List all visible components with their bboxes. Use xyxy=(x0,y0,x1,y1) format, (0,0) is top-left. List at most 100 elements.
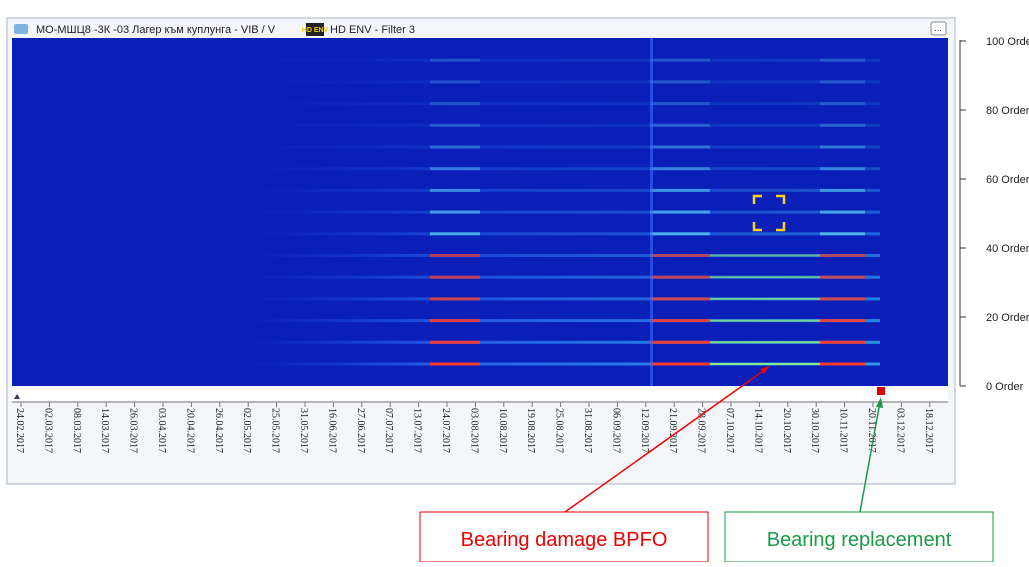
harmonic-hot xyxy=(820,232,865,235)
harmonic xyxy=(250,211,880,214)
harmonic-hot xyxy=(820,80,865,83)
date-label: 10.08.2017 xyxy=(497,408,508,453)
date-label: 02.05.2017 xyxy=(241,408,252,453)
date-label: 02.03.2017 xyxy=(42,408,53,453)
harmonic-hot xyxy=(650,319,710,322)
harmonic-hot xyxy=(650,80,710,83)
harmonic-hot xyxy=(650,254,710,257)
harmonic-hot xyxy=(820,211,865,214)
vertical-band xyxy=(650,38,653,386)
annotation: Bearing replacement xyxy=(767,529,952,551)
date-label: 20.04.2017 xyxy=(184,408,195,453)
harmonic-hot xyxy=(650,276,710,279)
y-label: 60 Order xyxy=(986,174,1029,186)
harmonic-hot xyxy=(820,102,865,105)
date-label: 12.09.2017 xyxy=(639,408,650,453)
harmonic-hot xyxy=(430,297,480,300)
date-label: 03.08.2017 xyxy=(468,408,479,453)
harmonic-hot xyxy=(430,319,480,322)
harmonic xyxy=(250,59,880,62)
harmonic-hot xyxy=(430,189,480,192)
harmonic-hot xyxy=(820,363,865,366)
harmonic xyxy=(250,232,880,235)
date-label: 25.05.2017 xyxy=(270,408,281,453)
date-label: 07.07.2017 xyxy=(383,408,394,453)
harmonic xyxy=(250,189,880,192)
harmonic-hot xyxy=(430,146,480,149)
date-label: 26.04.2017 xyxy=(213,408,224,453)
date-label: 30.10.2017 xyxy=(809,408,820,453)
filter-label: HD ENV - Filter 3 xyxy=(330,24,415,36)
harmonic-hot xyxy=(430,80,480,83)
harmonic xyxy=(250,167,880,170)
harmonic-hot xyxy=(430,124,480,127)
harmonic-hot xyxy=(430,102,480,105)
harmonic-hot xyxy=(650,232,710,235)
date-label: 03.12.2017 xyxy=(894,408,905,453)
harmonic-hot xyxy=(430,211,480,214)
harmonic-mid xyxy=(710,320,820,322)
screenshot: МО-МШЦ8 -3К -03 Лагер към куплунга - VIB… xyxy=(0,0,1029,562)
date-label: 03.04.2017 xyxy=(156,408,167,453)
harmonic-hot xyxy=(820,319,865,322)
date-label: 10.11.2017 xyxy=(838,408,849,453)
y-label: 20 Order xyxy=(986,312,1029,324)
date-label: 06.09.2017 xyxy=(610,408,621,453)
date-label: 25.08.2017 xyxy=(554,408,565,453)
y-label: 100 Order xyxy=(986,36,1029,48)
date-label: 20.10.2017 xyxy=(781,408,792,453)
harmonic-hot xyxy=(650,297,710,300)
harmonic-hot xyxy=(820,276,865,279)
harmonic xyxy=(250,80,880,83)
harmonic-mid xyxy=(710,341,820,343)
harmonic-hot xyxy=(650,167,710,170)
harmonic-hot xyxy=(820,254,865,257)
date-label: 14.10.2017 xyxy=(752,408,763,453)
harmonic-hot xyxy=(430,341,480,344)
date-label: 24.02.2017 xyxy=(14,408,25,453)
harmonic-mid xyxy=(710,298,820,300)
harmonic-hot xyxy=(430,363,480,366)
harmonic-hot xyxy=(820,59,865,62)
harmonic xyxy=(250,124,880,127)
badge-text: HD ENV xyxy=(302,27,329,34)
harmonic-hot xyxy=(650,146,710,149)
menu-text[interactable]: ... xyxy=(934,23,942,33)
date-label: 26.03.2017 xyxy=(128,408,139,453)
event-row xyxy=(12,387,948,401)
harmonic-hot xyxy=(650,59,710,62)
date-label: 21.09.2017 xyxy=(667,408,678,453)
harmonic-hot xyxy=(820,189,865,192)
y-label: 0 Order xyxy=(986,381,1024,393)
date-label: 08.03.2017 xyxy=(71,408,82,453)
date-label: 31.08.2017 xyxy=(582,408,593,453)
harmonic-mid xyxy=(710,363,820,365)
date-label: 16.06.2017 xyxy=(326,408,337,453)
harmonic-hot xyxy=(430,59,480,62)
harmonic-hot xyxy=(820,297,865,300)
harmonic xyxy=(250,102,880,105)
date-label: 24.07.2017 xyxy=(440,408,451,453)
harmonic-hot xyxy=(650,363,710,366)
harmonic-hot xyxy=(430,276,480,279)
harmonic-hot xyxy=(430,254,480,257)
harmonic-hot xyxy=(820,167,865,170)
date-label: 31.05.2017 xyxy=(298,408,309,453)
harmonic-mid xyxy=(710,255,820,257)
date-label: 13.07.2017 xyxy=(412,408,423,453)
date-label: 19.08.2017 xyxy=(525,408,536,453)
folder-icon xyxy=(14,24,28,34)
harmonic-hot xyxy=(430,232,480,235)
annotation: Bearing damage BPFO xyxy=(461,529,668,551)
harmonic-hot xyxy=(430,167,480,170)
replacement-marker xyxy=(877,387,885,395)
harmonic xyxy=(250,146,880,149)
harmonic-hot xyxy=(650,211,710,214)
y-label: 40 Order xyxy=(986,243,1029,255)
window-title: МО-МШЦ8 -3К -03 Лагер към куплунга - VIB… xyxy=(36,24,276,36)
harmonic-hot xyxy=(650,341,710,344)
harmonic-hot xyxy=(820,341,865,344)
harmonic-mid xyxy=(710,276,820,278)
harmonic-hot xyxy=(820,146,865,149)
